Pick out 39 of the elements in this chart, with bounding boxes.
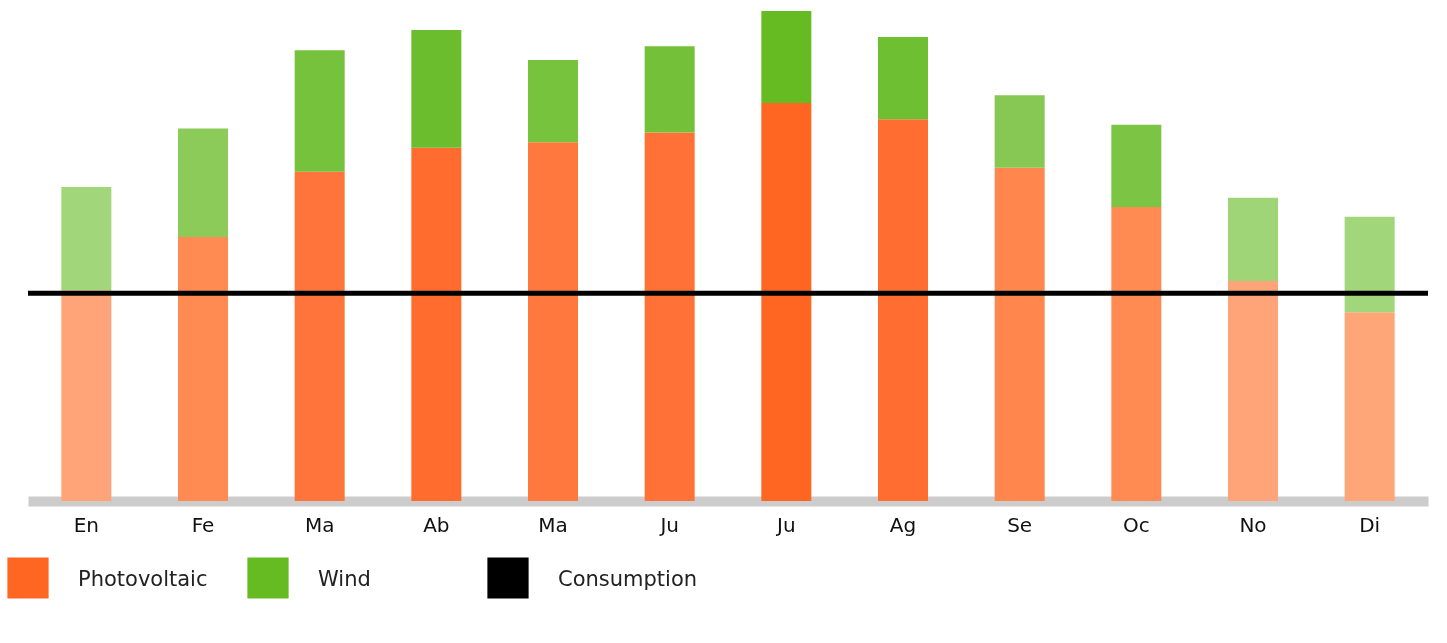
legend-label: Wind bbox=[318, 567, 371, 591]
bar bbox=[1344, 312, 1395, 501]
x-tick-label: Ju bbox=[775, 512, 796, 537]
bar bbox=[1111, 207, 1162, 501]
x-tick-label: Se bbox=[1007, 512, 1033, 537]
bar bbox=[1228, 280, 1278, 501]
bar bbox=[994, 95, 1045, 168]
x-tick-label: Di bbox=[1359, 512, 1381, 537]
x-tick-label: Ab bbox=[423, 512, 450, 537]
bar bbox=[1111, 124, 1162, 207]
x-tick-label: Oc bbox=[1122, 512, 1150, 537]
bar bbox=[294, 171, 345, 501]
bar bbox=[61, 186, 112, 291]
x-tick-label: No bbox=[1239, 512, 1267, 537]
bar bbox=[1344, 216, 1395, 313]
bar bbox=[1228, 197, 1278, 281]
bar bbox=[878, 36, 928, 120]
bar bbox=[528, 60, 578, 143]
legend-label: Consumption bbox=[558, 567, 698, 591]
bar bbox=[61, 290, 112, 501]
bar bbox=[761, 11, 812, 104]
bar bbox=[528, 142, 578, 501]
bar bbox=[411, 147, 462, 501]
legend-label: Photovoltaic bbox=[78, 567, 208, 591]
bar bbox=[994, 167, 1045, 501]
x-tick-label: Ma bbox=[304, 512, 335, 537]
bar bbox=[294, 50, 345, 172]
x-tick-label: Ju bbox=[658, 512, 679, 537]
bar bbox=[644, 132, 695, 501]
bar bbox=[761, 103, 812, 501]
bar bbox=[878, 119, 928, 501]
x-tick-label: Ag bbox=[889, 512, 917, 537]
bar bbox=[178, 236, 228, 501]
bar bbox=[178, 128, 228, 237]
bar bbox=[411, 30, 462, 148]
bar bbox=[644, 46, 695, 133]
x-tick-label: Ma bbox=[538, 512, 568, 537]
x-tick-label: En bbox=[73, 512, 99, 537]
x-tick-label: Fe bbox=[191, 512, 215, 537]
